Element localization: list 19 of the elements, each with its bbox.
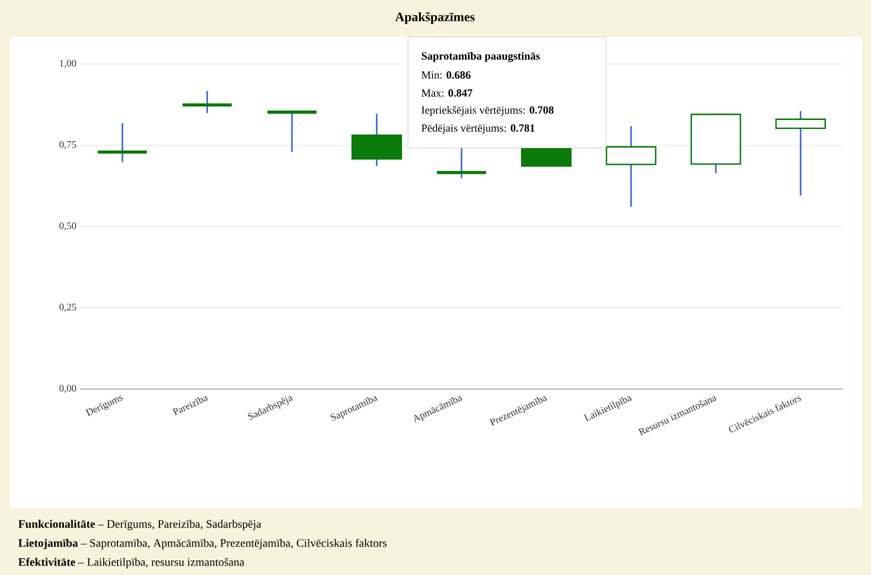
annotation: Iepriekšējais vērtējums: 0.708 [422,106,554,116]
candlestick [182,90,232,114]
candlestick [267,110,317,153]
y-tick-label: 0,25 [59,304,76,312]
y-tick-label: 0,75 [59,141,76,150]
text: Lietojamība – Saprotamība, Apmācāmība, Prezentējamība, Cilvēciskais faktors [18,538,387,550]
candlestick [775,110,826,196]
annotation: Max: 0.847 [422,89,472,97]
chart-title: Apakšpazīmes [395,12,475,24]
text: Funkcionalitāte – Derīgums, Pareizība, Sadarbspēja [18,520,262,530]
text: Efektivitāte – Laikietilpība, resursu izmantošana [18,558,244,568]
candlestick [98,122,147,163]
y-tick-label: 1,00 [60,60,76,68]
annotation: Min: 0.686 [422,71,471,79]
annotation: Pēdējais vērtējums: 0.781 [422,124,534,134]
text: Saprotamība paaugstinās [422,52,540,62]
candlestick [436,146,486,179]
y-tick-label: 0,50 [59,222,76,231]
y-tick-label: 0,00 [59,384,76,394]
